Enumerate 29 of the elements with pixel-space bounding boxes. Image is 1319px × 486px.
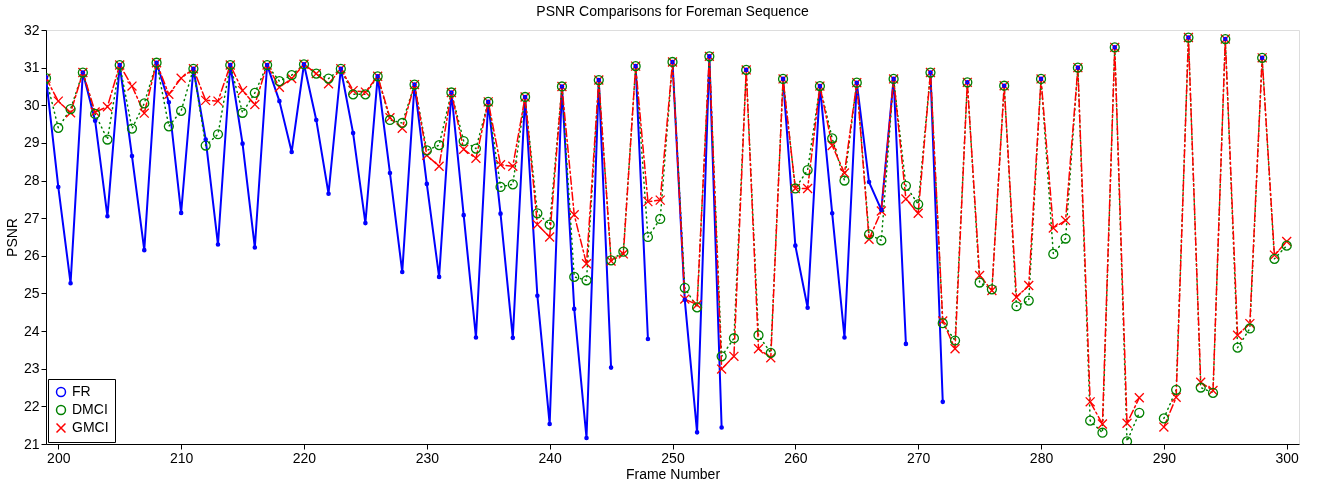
x-tick-label: 270 [907,449,931,466]
y-axis-title: PSNR [3,218,20,257]
y-tick-label: 22 [23,397,40,414]
x-tick-label: 210 [169,449,194,466]
x-tick-label: 240 [538,449,563,466]
y-tick-label: 29 [23,134,40,151]
legend-label: FR [72,383,91,399]
chart-title: PSNR Comparisons for Foreman Sequence [536,3,809,19]
x-tick-label: 290 [1152,449,1177,466]
x-axis-title: Frame Number [625,465,721,482]
legend-label: GMCI [72,419,109,435]
y-tick-label: 21 [23,435,40,452]
x-tick-label: 260 [784,449,808,466]
x-tick-label: 230 [415,449,440,466]
y-tick-label: 23 [23,360,40,377]
x-tick-label: 280 [1029,449,1054,466]
y-tick-label: 32 [23,21,40,38]
y-tick-label: 31 [23,59,40,76]
y-tick-label: 24 [23,322,40,339]
x-tick-label: 220 [292,449,317,466]
x-tick-label: 200 [47,449,71,466]
y-tick-label: 30 [23,96,40,113]
x-tick-label: 300 [1275,449,1300,466]
y-tick-label: 25 [23,284,40,301]
y-tick-label: 26 [23,247,40,264]
y-tick-label: 27 [23,209,40,226]
x-tick-label: 250 [661,449,685,466]
legend-label: DMCI [72,401,108,417]
y-tick-label: 28 [23,172,40,189]
